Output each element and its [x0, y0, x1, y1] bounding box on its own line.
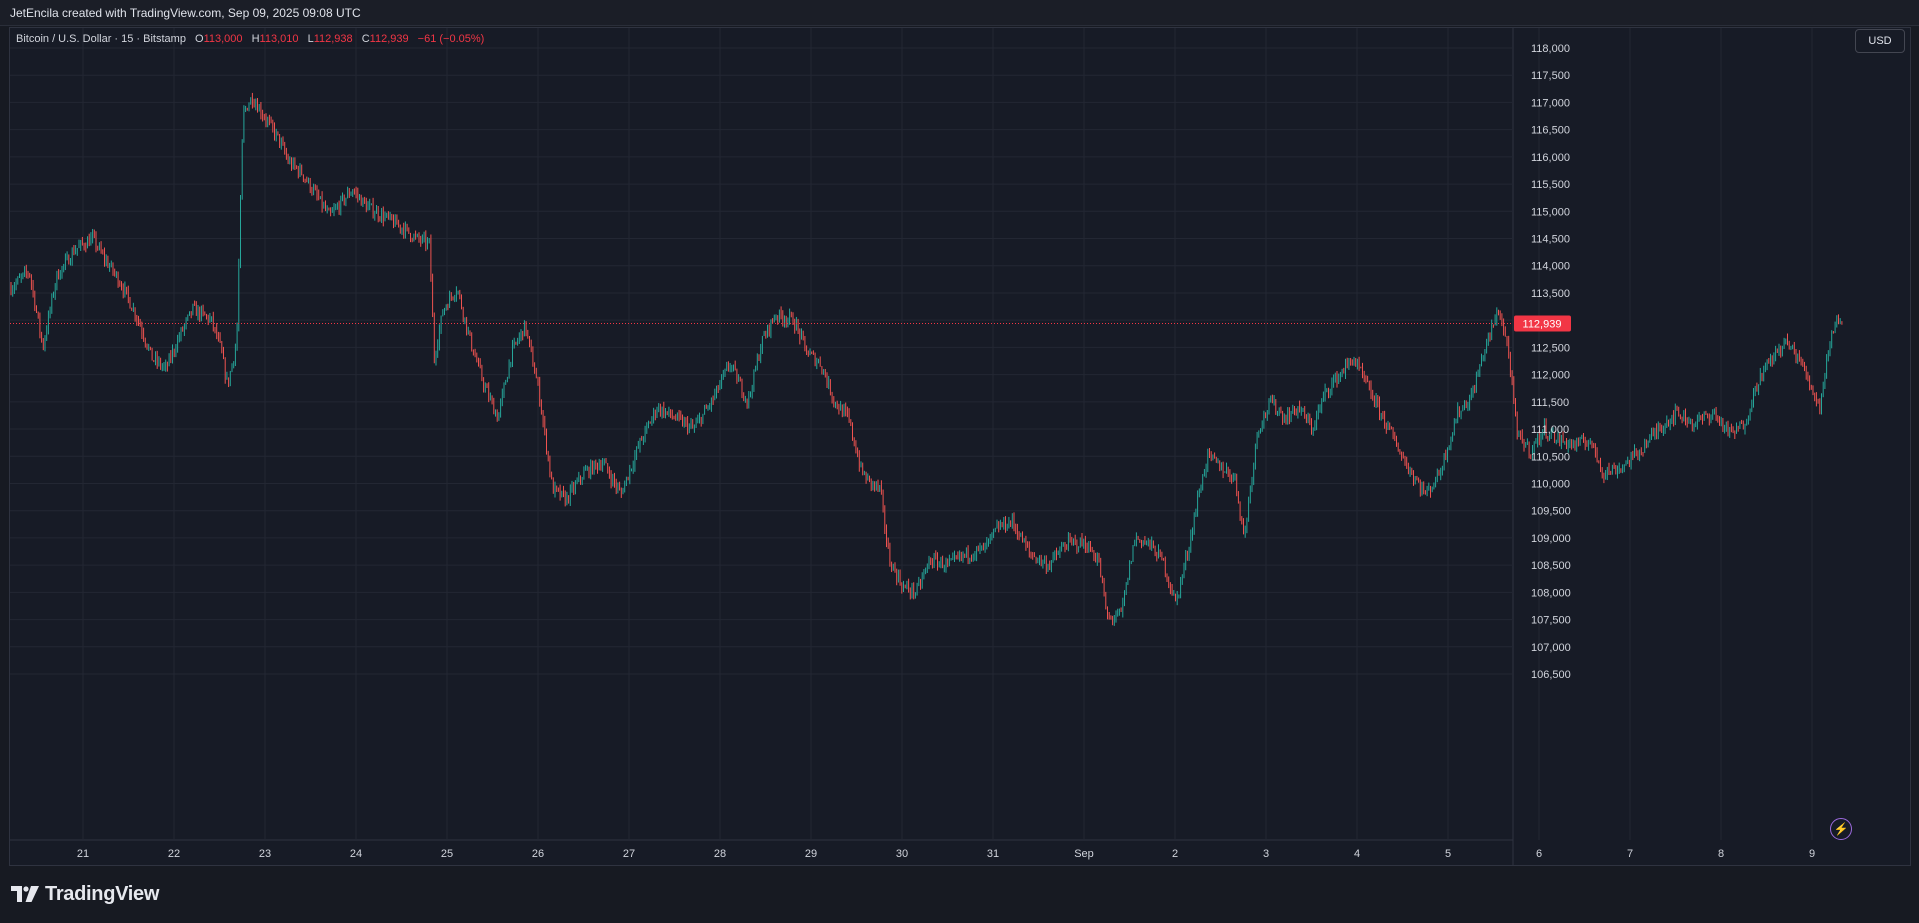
price-tick-label: 107,500: [1531, 615, 1571, 627]
currency-button[interactable]: USD: [1855, 29, 1905, 53]
time-tick-label: 22: [168, 848, 180, 860]
price-tick-label: 117,500: [1531, 70, 1570, 82]
price-tick-label: 114,000: [1531, 261, 1570, 273]
lightning-icon[interactable]: ⚡: [1830, 818, 1852, 840]
current-price-tag: 112,939: [1514, 315, 1571, 332]
price-tick-label: 112,500: [1531, 342, 1570, 354]
price-tick-label: 116,500: [1531, 125, 1570, 137]
price-tick-label: 114,500: [1531, 234, 1570, 246]
time-tick-label: 29: [805, 848, 817, 860]
time-tick-label: 24: [350, 848, 362, 860]
price-tick-label: 115,500: [1531, 179, 1570, 191]
time-tick-label: 30: [896, 848, 908, 860]
time-tick-label: 27: [623, 848, 635, 860]
time-tick-label: 25: [441, 848, 453, 860]
time-tick-label: 8: [1718, 848, 1724, 860]
close-value: 112,939: [369, 33, 409, 45]
price-tick-label: 115,000: [1531, 206, 1570, 218]
high-label: H: [251, 33, 260, 45]
price-tick-label: 110,500: [1531, 451, 1570, 463]
price-tag-box: [1514, 315, 1571, 332]
price-tick-label: 116,000: [1531, 152, 1570, 164]
symbol-name[interactable]: Bitcoin / U.S. Dollar · 15 · Bitstamp: [16, 33, 186, 45]
chart-legend: Bitcoin / U.S. Dollar · 15 · Bitstamp O1…: [16, 31, 484, 47]
price-tick-label: 118,000: [1531, 43, 1570, 55]
price-tick-label: 108,000: [1531, 587, 1571, 599]
price-tick-label: 109,500: [1531, 506, 1571, 518]
time-tick-label: 9: [1809, 848, 1815, 860]
time-tick-label: 31: [987, 848, 999, 860]
tradingview-logo-icon: [11, 886, 39, 902]
time-tick-label: 4: [1354, 848, 1360, 860]
price-tick-label: 106,500: [1531, 669, 1571, 681]
price-tick-label: 113,500: [1531, 288, 1570, 300]
price-tick-label: 117,000: [1531, 97, 1570, 109]
price-tick-label: 109,000: [1531, 533, 1571, 545]
footer: [0, 866, 1919, 923]
chart-header: JetEncila created with TradingView.com, …: [0, 0, 1919, 26]
price-tick-label: 111,000: [1531, 424, 1569, 436]
low-value: 112,938: [313, 33, 353, 45]
open-value: 113,000: [203, 33, 243, 45]
price-tick-label: 112,000: [1531, 370, 1570, 382]
current-price-label: 112,939: [1523, 318, 1562, 330]
price-tick-label: 111,500: [1531, 397, 1569, 409]
close-label: C: [361, 33, 370, 45]
change-value: −61 (−0.05%): [417, 33, 485, 45]
price-tick-label: 108,500: [1531, 560, 1571, 572]
time-axis: 21 22 23 24 25 26 27 28 29 30 31 Sep 2 3 4 5 6 7 8 9: [77, 848, 1815, 860]
low-label: L: [307, 33, 314, 45]
open-label: O: [195, 33, 204, 45]
high-value: 113,010: [259, 33, 299, 45]
brand-logo[interactable]: TradingView: [11, 879, 159, 909]
candlestick-series: [10, 92, 1843, 626]
time-tick-label: 3: [1263, 848, 1269, 860]
price-tick-label: 110,000: [1531, 478, 1570, 490]
time-tick-label: 6: [1536, 848, 1542, 860]
time-tick-label: 2: [1172, 848, 1178, 860]
time-tick-label: 23: [259, 848, 271, 860]
price-axis: 118,000 117,500 117,000 116,500 116,000 115,5…: [1531, 43, 1571, 681]
time-tick-label: 26: [532, 848, 544, 860]
time-tick-label: 21: [77, 848, 89, 860]
time-tick-label: 5: [1445, 848, 1451, 860]
time-tick-label: 28: [714, 848, 726, 860]
time-tick-label: 7: [1627, 848, 1633, 860]
price-tick-label: 107,000: [1531, 642, 1571, 654]
time-tick-label: Sep: [1074, 848, 1094, 860]
brand-name: TradingView: [45, 882, 160, 905]
